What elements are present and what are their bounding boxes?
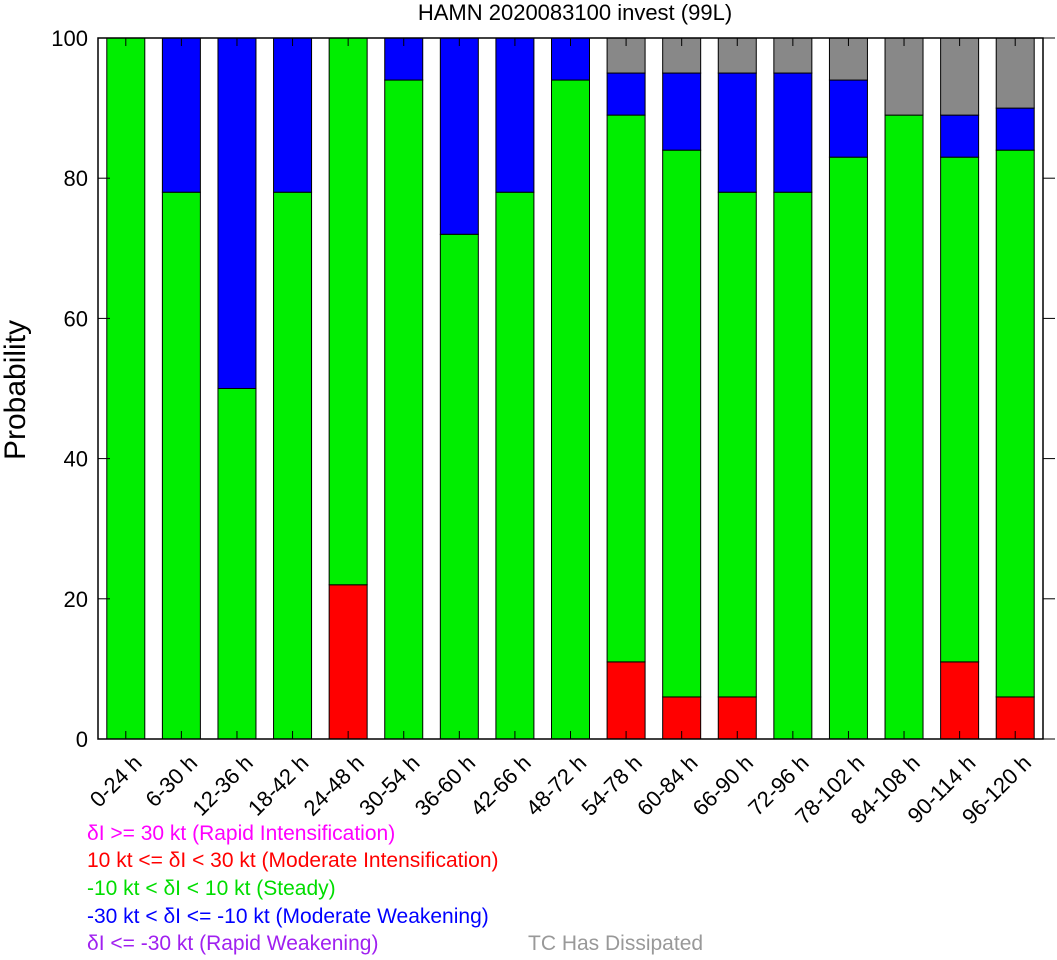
bar-84-108-h-10-kt-i-10-kt-steady — [884, 114, 924, 740]
bar-78-102-h-10-kt-i-10-kt-steady — [828, 156, 868, 740]
bar-42-66-h-30-kt-i-10-kt-moderate-weakening — [495, 37, 535, 193]
x-tick-label: 48-72 h — [521, 750, 591, 820]
y-tick-label: 60 — [64, 306, 88, 331]
bar-12-36-h-30-kt-i-10-kt-moderate-weakening — [217, 37, 257, 389]
x-tick-label: 66-90 h — [688, 750, 758, 820]
bar-54-78-h-10-kt-i-30-kt-moderate-intensification — [606, 661, 646, 740]
y-tick-label: 0 — [76, 727, 88, 752]
bar-72-96-h-30-kt-i-10-kt-moderate-weakening — [773, 72, 813, 193]
x-tick-label: 42-66 h — [465, 750, 535, 820]
axes-layer — [97, 37, 1055, 740]
bar-0-24-h-10-kt-i-10-kt-steady — [106, 37, 146, 740]
x-tick-label: 54-78 h — [576, 750, 646, 820]
bar-90-114-h-10-kt-i-10-kt-steady — [940, 156, 980, 663]
bar-90-114-h-30-kt-i-10-kt-moderate-weakening — [940, 114, 980, 158]
y-tick-labels: 0 20 40 60 80 100 — [51, 26, 88, 752]
bars-layer — [106, 37, 1035, 740]
bar-78-102-h-30-kt-i-10-kt-moderate-weakening — [828, 79, 868, 158]
bar-60-84-h-10-kt-i-10-kt-steady — [662, 149, 702, 698]
legend-rapid-intensification: δI >= 30 kt (Rapid Intensification) — [87, 822, 396, 845]
y-tick-label: 20 — [64, 587, 88, 612]
x-tick-label: 12-36 h — [187, 750, 257, 820]
legend-dissipated: TC Has Dissipated — [528, 932, 704, 955]
legend-moderate-weakening: -30 kt < δI <= -10 kt (Moderate Weakenin… — [87, 905, 489, 928]
bar-18-42-h-10-kt-i-10-kt-steady — [273, 191, 313, 740]
plot-frame — [97, 37, 1044, 740]
x-tick-label: 30-54 h — [354, 750, 424, 820]
bar-36-60-h-30-kt-i-10-kt-moderate-weakening — [439, 37, 479, 235]
legend-rapid-weakening: δI <= -30 kt (Rapid Weakening) — [87, 932, 379, 955]
legend-moderate-intensification: 10 kt <= δI < 30 kt (Moderate Intensific… — [87, 849, 499, 872]
bar-60-84-h-30-kt-i-10-kt-moderate-weakening — [662, 72, 702, 151]
legend-steady: -10 kt < δI < 10 kt (Steady) — [87, 877, 336, 900]
bar-54-78-h-10-kt-i-10-kt-steady — [606, 114, 646, 663]
x-tick-labels: 0-24 h6-30 h12-36 h18-42 h24-48 h30-54 h… — [85, 750, 1036, 829]
bar-36-60-h-10-kt-i-10-kt-steady — [439, 233, 479, 740]
bar-66-90-h-30-kt-i-10-kt-moderate-weakening — [717, 72, 757, 193]
bar-90-114-h-tc-has-dissipated — [940, 37, 980, 116]
bar-72-96-h-10-kt-i-10-kt-steady — [773, 191, 813, 740]
y-tick-label: 80 — [64, 166, 88, 191]
x-tick-label: 0-24 h — [85, 750, 147, 812]
bar-60-84-h-tc-has-dissipated — [662, 37, 702, 74]
bar-48-72-h-10-kt-i-10-kt-steady — [551, 79, 590, 740]
chart-title: HAMN 2020083100 invest (99L) — [418, 0, 732, 25]
bar-96-120-h-10-kt-i-10-kt-steady — [995, 149, 1035, 698]
bar-66-90-h-10-kt-i-10-kt-steady — [717, 191, 757, 698]
bar-96-120-h-tc-has-dissipated — [995, 37, 1035, 109]
bar-96-120-h-30-kt-i-10-kt-moderate-weakening — [995, 107, 1035, 151]
bar-6-30-h-30-kt-i-10-kt-moderate-weakening — [161, 37, 201, 193]
y-tick-label: 40 — [64, 447, 88, 472]
bar-90-114-h-10-kt-i-30-kt-moderate-intensification — [940, 661, 980, 740]
bar-78-102-h-tc-has-dissipated — [828, 37, 868, 81]
y-tick-label: 100 — [51, 26, 88, 51]
bar-42-66-h-10-kt-i-10-kt-steady — [495, 191, 535, 740]
bar-24-48-h-10-kt-i-30-kt-moderate-intensification — [328, 584, 368, 740]
bar-6-30-h-10-kt-i-10-kt-steady — [161, 191, 201, 740]
x-tick-label: 60-84 h — [632, 750, 702, 820]
bar-24-48-h-10-kt-i-10-kt-steady — [328, 37, 368, 586]
y-axis-label: Probability — [0, 320, 32, 460]
x-tick-label: 36-60 h — [410, 750, 480, 820]
bar-12-36-h-10-kt-i-10-kt-steady — [217, 388, 257, 740]
x-tick-label: 18-42 h — [243, 750, 313, 820]
bar-30-54-h-10-kt-i-10-kt-steady — [384, 79, 424, 740]
x-tick-label: 24-48 h — [299, 750, 369, 820]
bar-84-108-h-tc-has-dissipated — [884, 37, 924, 116]
bar-54-78-h-30-kt-i-10-kt-moderate-weakening — [606, 72, 646, 116]
bar-18-42-h-30-kt-i-10-kt-moderate-weakening — [273, 37, 313, 193]
